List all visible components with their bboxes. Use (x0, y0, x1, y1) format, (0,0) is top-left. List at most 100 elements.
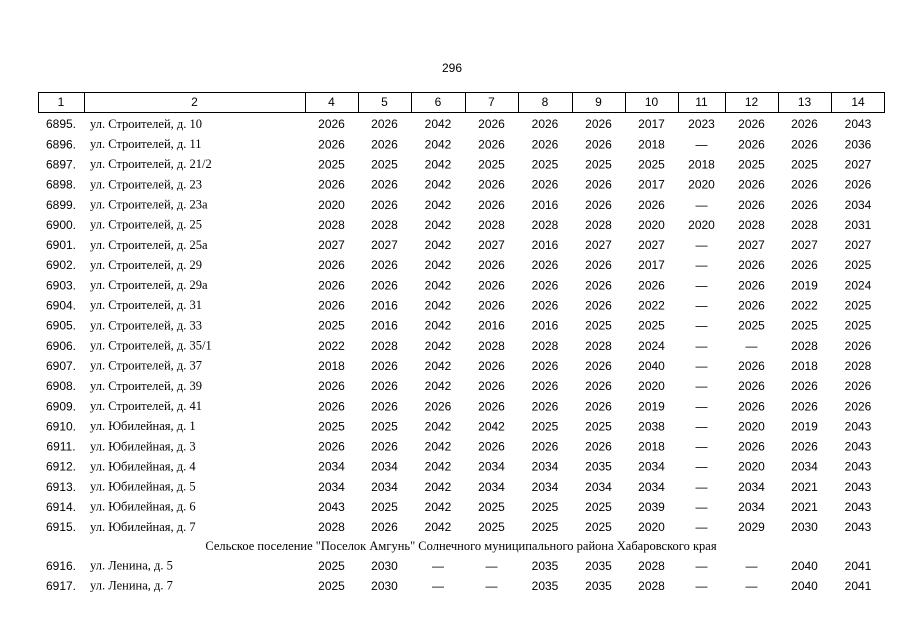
address-cell: ул. Строителей, д. 23 (90, 177, 202, 191)
year-cell: 2025 (638, 157, 665, 171)
row-number: 6899. (46, 198, 76, 212)
header-cell: 5 (381, 95, 388, 109)
year-cell: — (696, 379, 708, 393)
year-cell: 2025 (478, 520, 505, 534)
row-number: 6906. (46, 339, 76, 353)
year-cell: 2042 (425, 480, 452, 494)
year-cell: 2034 (478, 480, 505, 494)
year-cell: 2043 (845, 500, 872, 514)
year-cell: 2026 (425, 399, 452, 413)
address-cell: ул. Юбилейная, д. 4 (90, 459, 196, 473)
year-cell: 2026 (845, 379, 872, 393)
year-cell: 2026 (371, 359, 398, 373)
year-cell: 2026 (478, 278, 505, 292)
year-cell: 2025 (532, 419, 559, 433)
year-cell: — (696, 238, 708, 252)
year-cell: 2026 (371, 117, 398, 131)
header-box (38, 92, 885, 113)
year-cell: 2039 (638, 500, 665, 514)
year-cell: 2025 (738, 319, 765, 333)
year-cell: 2026 (585, 178, 612, 192)
year-cell: 2038 (638, 419, 665, 433)
year-cell: 2026 (318, 178, 345, 192)
year-cell: 2026 (791, 178, 818, 192)
year-cell: 2025 (532, 157, 559, 171)
year-cell: 2026 (371, 178, 398, 192)
year-cell: — (696, 399, 708, 413)
year-cell: 2027 (738, 238, 765, 252)
year-cell: 2028 (371, 218, 398, 232)
year-cell: 2017 (638, 258, 665, 272)
year-cell: 2025 (318, 419, 345, 433)
year-cell: 2026 (585, 299, 612, 313)
year-cell: 2026 (371, 399, 398, 413)
year-cell: 2026 (585, 440, 612, 454)
year-cell: — (696, 579, 708, 593)
year-cell: 2026 (532, 278, 559, 292)
address-cell: ул. Строителей, д. 33 (90, 318, 202, 332)
year-cell: — (486, 559, 498, 573)
year-cell: 2017 (638, 117, 665, 131)
year-cell: 2016 (371, 299, 398, 313)
year-cell: 2035 (585, 559, 612, 573)
year-cell: 2034 (371, 480, 398, 494)
year-cell: 2019 (638, 399, 665, 413)
year-cell: 2026 (478, 198, 505, 212)
year-cell: 2026 (738, 379, 765, 393)
header-cell: 4 (328, 95, 335, 109)
year-cell: 2026 (318, 440, 345, 454)
year-cell: 2020 (318, 198, 345, 212)
year-cell: 2042 (425, 198, 452, 212)
year-cell: 2026 (585, 258, 612, 272)
year-cell: 2024 (638, 339, 665, 353)
address-cell: ул. Ленина, д. 7 (90, 579, 173, 593)
year-cell: 2025 (845, 258, 872, 272)
address-cell: ул. Строителей, д. 25а (90, 238, 208, 252)
year-cell: 2040 (638, 359, 665, 373)
year-cell: 2034 (532, 480, 559, 494)
year-cell: 2034 (318, 460, 345, 474)
year-cell: 2028 (532, 218, 559, 232)
year-cell: — (696, 500, 708, 514)
year-cell: 2043 (845, 440, 872, 454)
year-cell: 2034 (585, 480, 612, 494)
year-cell: 2020 (688, 178, 715, 192)
row-number: 6911. (46, 440, 75, 454)
year-cell: 2035 (585, 579, 612, 593)
year-cell: 2042 (425, 278, 452, 292)
year-cell: 2042 (425, 178, 452, 192)
year-cell: 2042 (425, 460, 452, 474)
year-cell: — (486, 579, 498, 593)
header-cell: 1 (58, 95, 65, 109)
year-cell: 2016 (532, 198, 559, 212)
year-cell: 2040 (791, 559, 818, 573)
year-cell: 2016 (371, 319, 398, 333)
year-cell: 2018 (638, 440, 665, 454)
year-cell: 2040 (791, 579, 818, 593)
year-cell: 2026 (738, 440, 765, 454)
year-cell: 2043 (318, 500, 345, 514)
year-cell: 2028 (585, 218, 612, 232)
year-cell: 2026 (532, 178, 559, 192)
year-cell: 2031 (845, 218, 872, 232)
year-cell: 2026 (585, 198, 612, 212)
year-cell: 2042 (425, 500, 452, 514)
year-cell: 2025 (791, 157, 818, 171)
year-cell: 2026 (738, 198, 765, 212)
year-cell: 2026 (791, 399, 818, 413)
year-cell: 2018 (318, 359, 345, 373)
year-cell: 2026 (532, 399, 559, 413)
header-cell: 9 (595, 95, 602, 109)
address-cell: ул. Строителей, д. 29 (90, 258, 202, 272)
year-cell: 2042 (425, 238, 452, 252)
address-cell: ул. Ленина, д. 5 (90, 559, 173, 573)
year-cell: 2026 (532, 299, 559, 313)
row-number: 6915. (46, 520, 76, 534)
year-cell: 2034 (791, 460, 818, 474)
year-cell: 2026 (532, 440, 559, 454)
year-cell: 2042 (425, 520, 452, 534)
year-cell: 2026 (371, 137, 398, 151)
year-cell: 2026 (845, 339, 872, 353)
year-cell: 2030 (371, 559, 398, 573)
year-cell: 2027 (318, 238, 345, 252)
